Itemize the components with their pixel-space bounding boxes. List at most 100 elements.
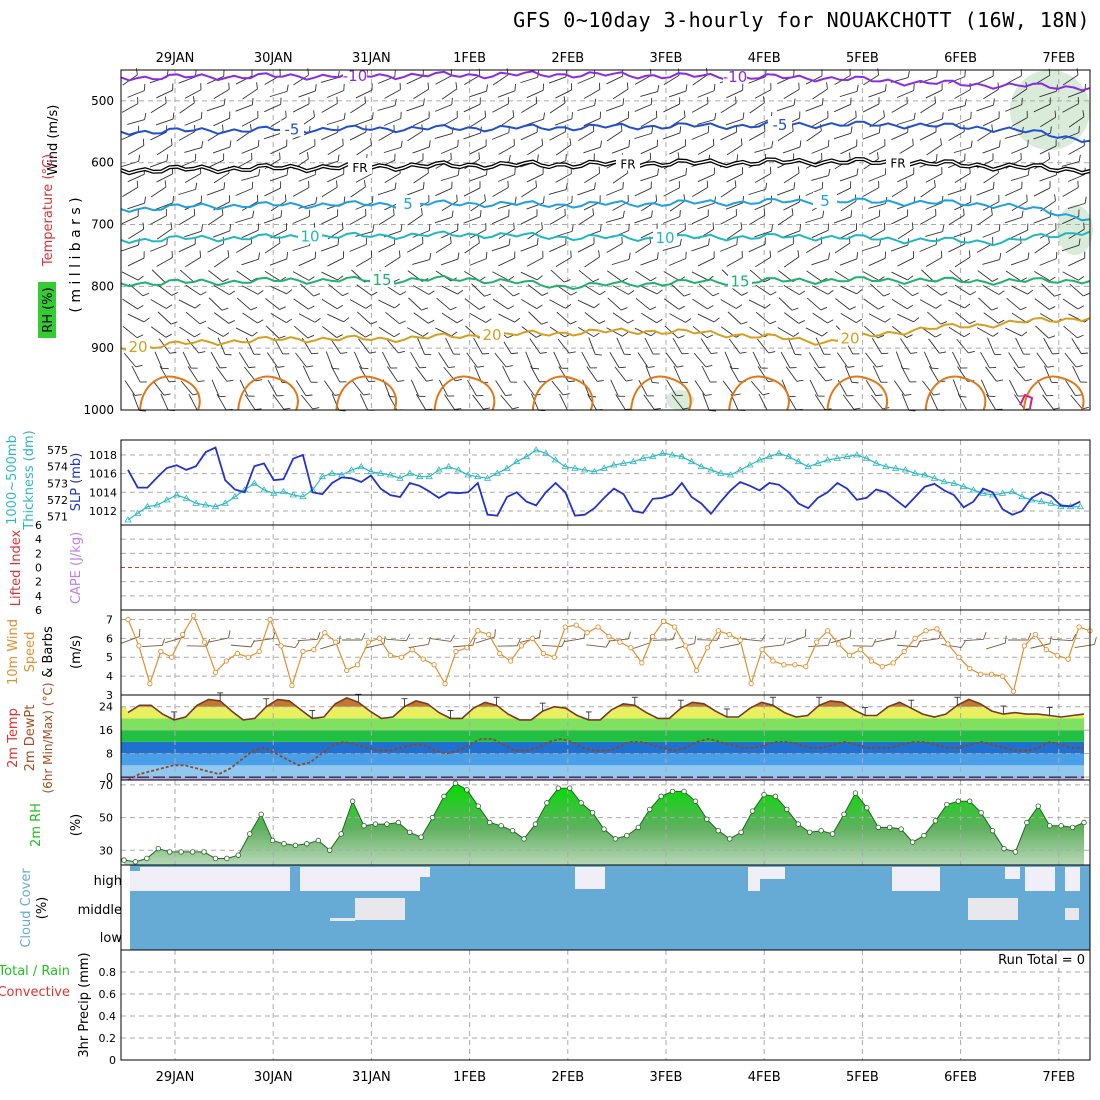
wind-barb [897,251,914,267]
wind-barb [494,352,513,368]
wind-speed-marker [704,645,711,651]
wind-barb [178,182,198,196]
wind-barb [127,251,145,267]
wind-barb [557,338,576,354]
wind-barb [528,311,548,325]
wind-barb [553,351,569,369]
high-cloud-gap [760,867,785,879]
wind-barb [954,250,971,268]
cloud-units-label: (%) [35,897,50,920]
wind-barb [349,208,367,225]
wind-speed-marker [639,660,645,666]
rh-marker [269,837,276,844]
wind-barb [610,379,626,397]
wind-barb [611,252,631,266]
wind-barb [638,379,654,397]
wind-barb [833,210,853,224]
wind-barb [923,351,939,369]
wind-barb [614,366,633,382]
wind-speed-marker [693,667,700,674]
wind-barb [131,365,147,383]
wind-barb [953,140,973,154]
wind-barb [812,82,828,100]
temp-tick-label: 24 [99,701,113,714]
isotherm-label-bg [838,329,862,346]
wind-barb [755,250,772,268]
wind-barb [669,194,686,212]
wind-barb [954,166,971,184]
wind-barb [726,167,743,183]
rh-shade [1057,205,1093,255]
wind-barb [897,313,920,323]
wind-barb [302,365,318,383]
wind-barb [292,209,311,224]
rh-marker [201,849,207,855]
wind-barb [555,166,572,183]
wind-barb [410,351,427,369]
wind-speed-marker [595,624,601,630]
wind-speed-marker [715,628,721,634]
wind-speed-marker [497,650,503,657]
wind-barb [466,352,484,368]
wind-barb [643,394,661,410]
wind-barb [555,138,572,156]
wind-barb [328,283,349,297]
wind-barb [890,238,910,252]
thickness-marker [717,469,725,476]
rh-marker [727,836,733,842]
wind10m-units-label: (m/s) [69,635,84,669]
wind-barb [295,380,313,397]
wind-barb [441,285,464,295]
thickness-marker [299,492,307,500]
wind-barb [644,337,660,355]
thickness-marker [619,459,628,466]
wind-barb [663,97,681,113]
rh-shade [666,390,694,410]
wind-barb [377,98,397,111]
wind-barb [469,251,488,266]
wind-tick-label: 6 [106,632,113,645]
wind-barb [640,285,663,295]
wind-barb [920,96,936,114]
thickness-marker [182,494,191,501]
wind-barb [150,299,173,309]
wind-barb [124,380,142,396]
wind-barb [920,180,936,198]
top-date-label: 5FEB [846,51,879,66]
wind-speed-marker [212,669,219,675]
rh-marker [989,827,996,834]
wind-barb [127,83,146,98]
wind-barb [469,313,492,323]
wind-barb [720,209,737,225]
wind-barb [150,326,172,338]
wind-barb [692,298,714,310]
wind-barb [469,84,489,98]
thickness-marker [872,459,880,466]
thickness-marker [1037,497,1046,505]
wind-barb [154,351,169,370]
surface-wind-barb [452,637,476,648]
thickness-marker [901,466,910,473]
thickness-marker [153,501,161,508]
wind-barb [549,208,566,225]
wind-barb [584,250,600,268]
isotherm-label-bg [370,271,394,288]
wind-speed-marker [584,630,590,636]
wind-barb [577,98,597,112]
wind-barb [922,380,941,396]
wind-barb [634,97,653,112]
rh-marker [967,798,973,804]
rh-marker [407,829,413,836]
wind-speed-marker [606,633,612,640]
wind-barb [521,180,537,198]
wind-barb [641,312,663,324]
wind-barb [663,181,680,197]
wind-speed-marker [934,626,940,632]
wind-barb [612,82,629,100]
wind-barb [666,380,683,397]
wind-barb [555,195,573,210]
wind-barb [158,338,177,354]
rh-marker [921,832,927,839]
bottom-date-label: 29JAN [156,1070,195,1085]
rh-marker [818,827,824,834]
